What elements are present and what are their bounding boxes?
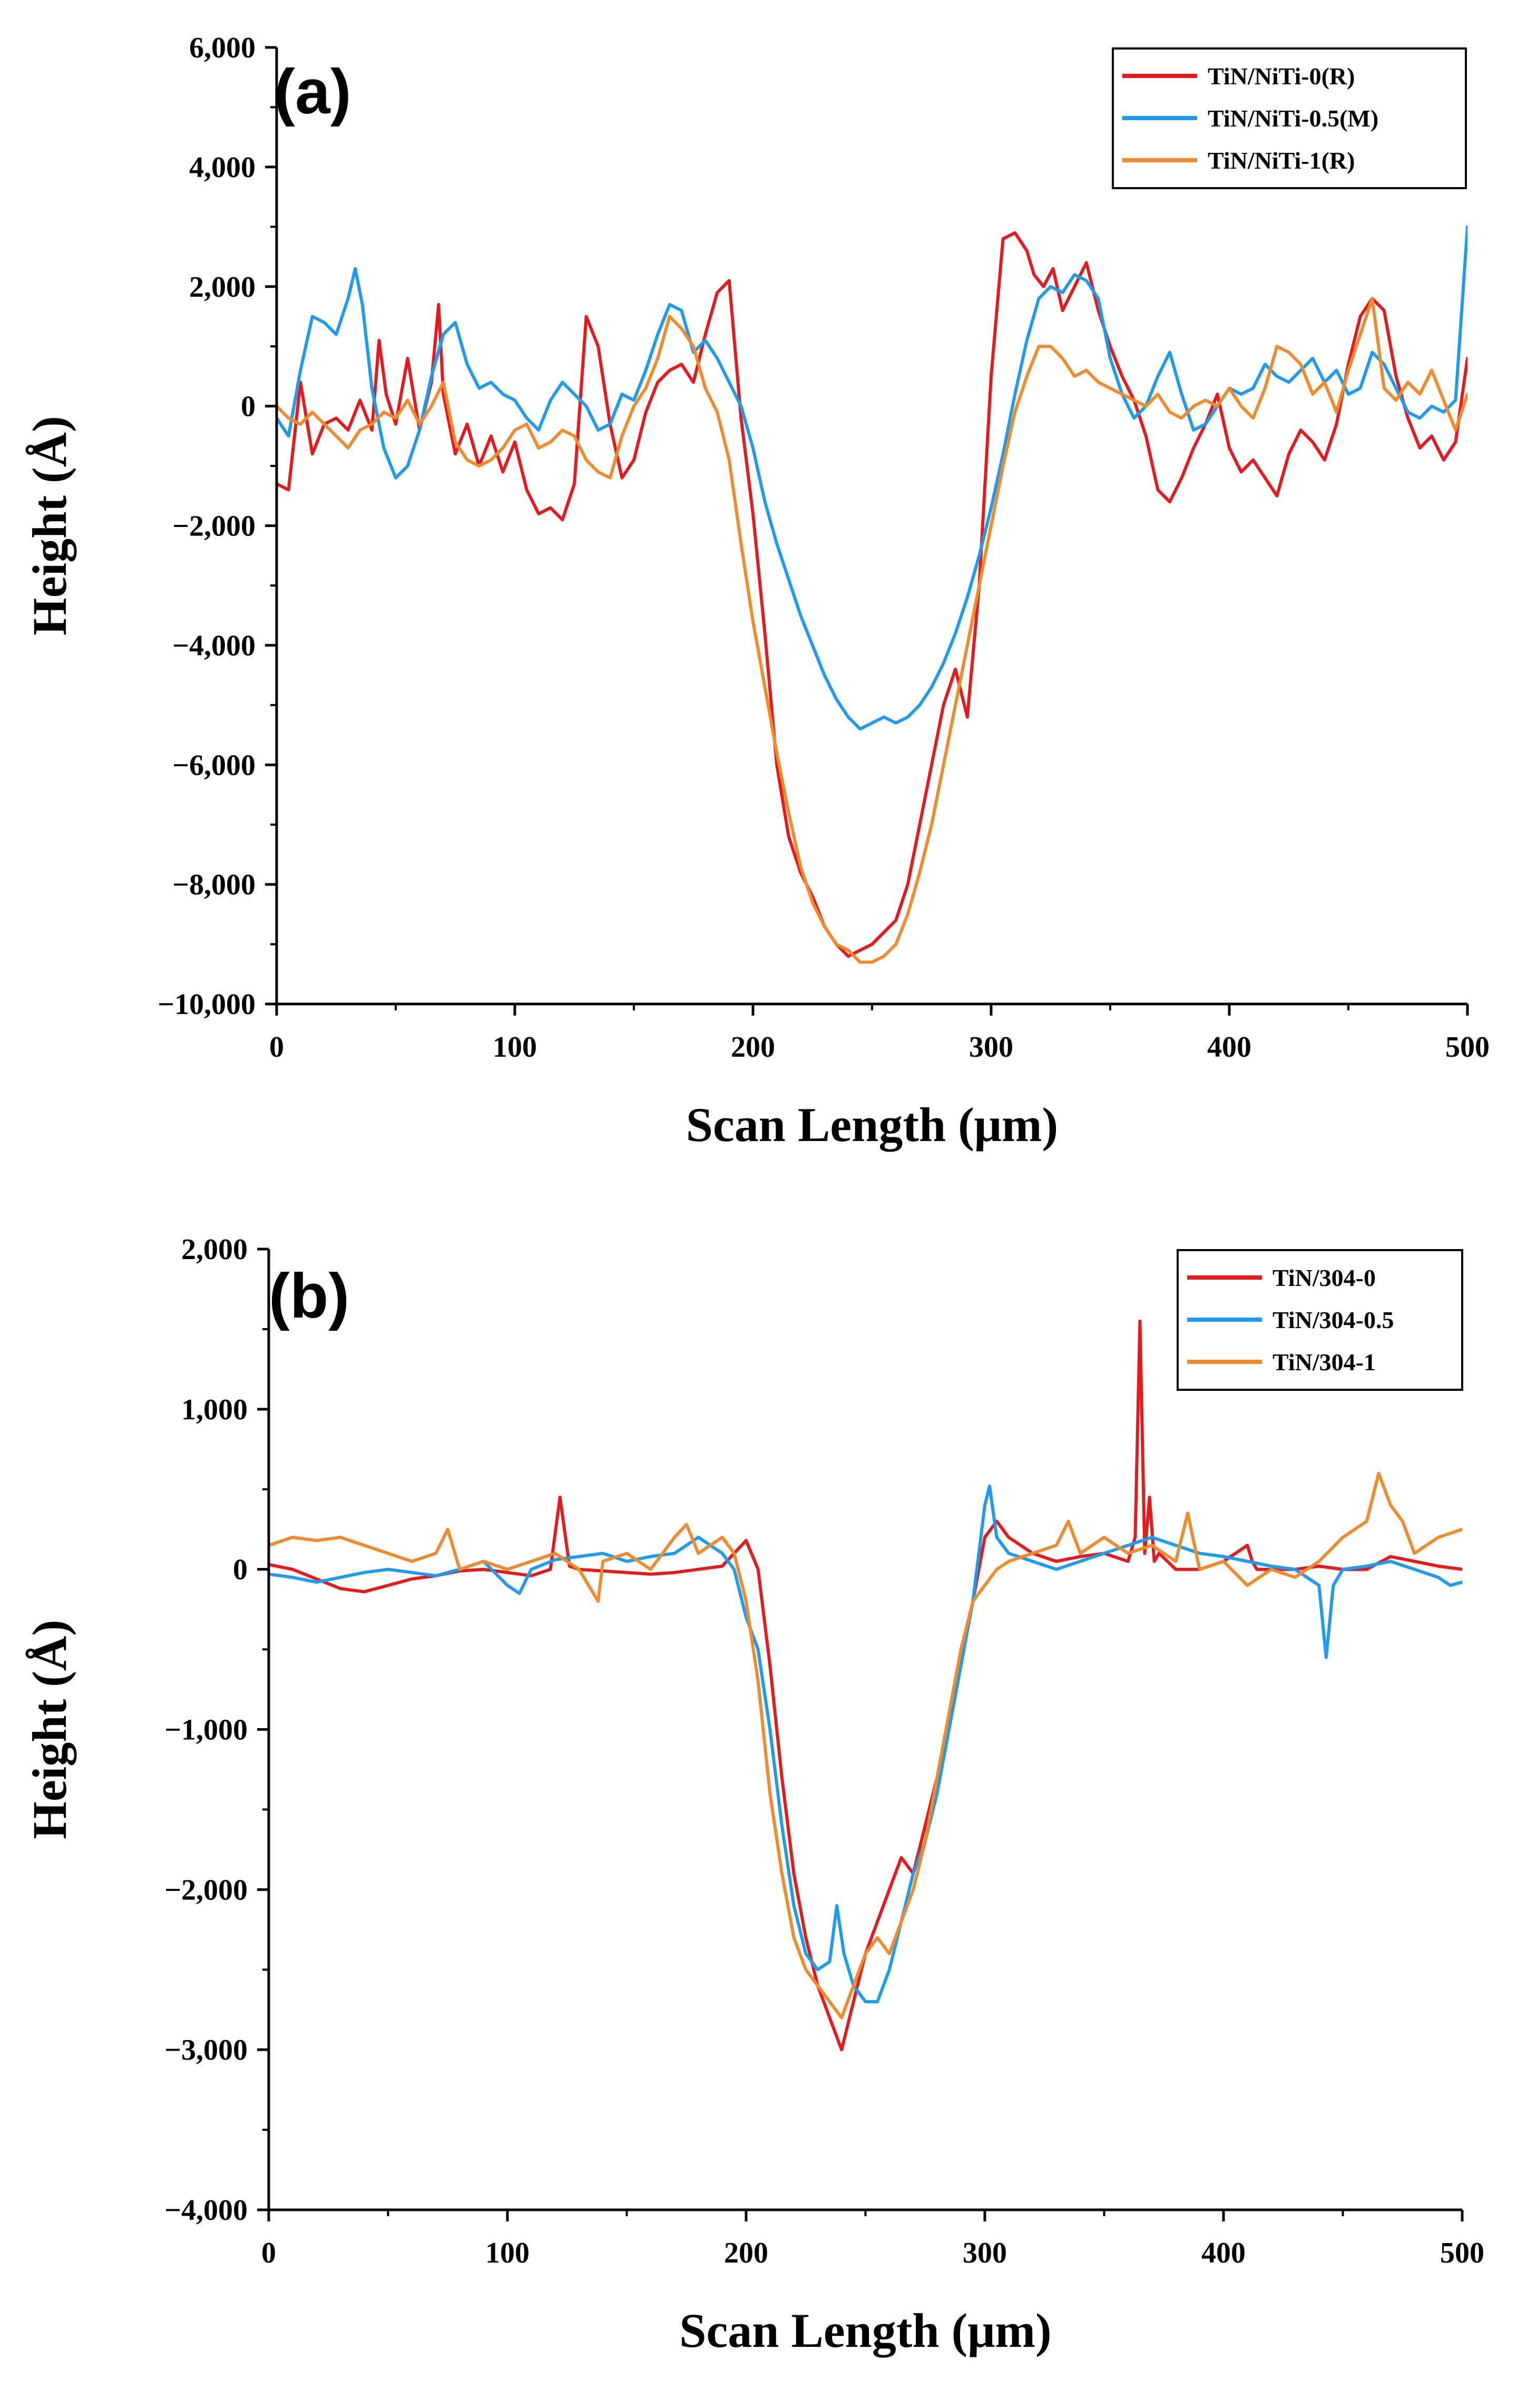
x-tick-label: 400 <box>1201 2237 1246 2269</box>
y-tick-label: −2,000 <box>172 510 256 543</box>
series-line-TiN/304-0 <box>269 1319 1462 2052</box>
y-tick-label: −1,000 <box>164 1714 248 1747</box>
y-tick-label: 6,000 <box>189 32 256 64</box>
y-tick-label: 0 <box>233 1554 248 1586</box>
chart-panel-a: 0 100 200 300 400 500 −10,000 −8,000 −6,000 −4,00… <box>23 32 1490 1152</box>
x-tick-label: 300 <box>969 1031 1013 1064</box>
x-tick-label: 0 <box>269 1031 284 1064</box>
legend-label: TiN/304-1 <box>1272 1349 1376 1376</box>
y-tick-label: −6,000 <box>172 749 256 782</box>
y-tick-label: 2,000 <box>181 1233 248 1266</box>
x-tick-label: 100 <box>493 1031 537 1064</box>
y-tick-label: −10,000 <box>158 988 256 1021</box>
x-tick-label: 200 <box>731 1031 775 1064</box>
legend: TiN/NiTi-0(R) TiN/NiTi-0.5(M) TiN/NiTi-1(R… <box>1112 47 1467 189</box>
y-tick-label: −4,000 <box>164 2194 248 2227</box>
panel-label: (a) <box>274 56 351 127</box>
y-tick-label: −3,000 <box>164 2034 248 2066</box>
series-group <box>269 1319 1462 2052</box>
y-tick-label: 0 <box>241 391 256 423</box>
legend-label: TiN/NiTi-0.5(M) <box>1208 105 1378 132</box>
y-axis-title: Height (Å) <box>23 416 76 635</box>
y-tick-label: −4,000 <box>172 629 256 662</box>
y-tick-label: −2,000 <box>164 1874 248 1906</box>
x-tick-label: 0 <box>261 2237 276 2269</box>
y-tick-label: 4,000 <box>189 151 256 184</box>
y-axis-title: Height (Å) <box>23 1620 76 1839</box>
series-line-TiN/304-0.5 <box>269 1484 1462 2003</box>
x-tick-label: 100 <box>485 2237 530 2269</box>
x-axis-title: Scan Length (μm) <box>679 2304 1051 2357</box>
x-tick-label: 400 <box>1207 1031 1251 1064</box>
legend-label: TiN/304-0.5 <box>1272 1307 1394 1333</box>
series-group <box>277 225 1467 964</box>
series-line-TiN/304-1 <box>269 1471 1462 2020</box>
series-line-TiN/NiTi-1(R) <box>277 297 1467 964</box>
x-tick-label: 300 <box>963 2237 1007 2269</box>
series-line-TiN/NiTi-0.5(M) <box>277 225 1467 731</box>
y-tick-label: 2,000 <box>189 271 256 304</box>
panel-label: (b) <box>269 1261 349 1331</box>
legend-label: TiN/304-0 <box>1272 1264 1376 1291</box>
chart-panel-b: 0 100 200 300 400 500 −4,000 −3,000 −2,000 −1,000… <box>23 1233 1484 2357</box>
series-line-TiN/NiTi-0(R) <box>277 231 1467 958</box>
legend-label: TiN/NiTi-1(R) <box>1208 147 1355 174</box>
x-tick-label: 200 <box>724 2237 768 2269</box>
legend: TiN/304-0 TiN/304-0.5 TiN/304-1 <box>1177 1249 1463 1391</box>
y-tick-label: 1,000 <box>181 1393 248 1426</box>
legend-label: TiN/NiTi-0(R) <box>1208 63 1355 90</box>
x-tick-label: 500 <box>1440 2237 1484 2269</box>
y-tick-label: −8,000 <box>172 869 256 901</box>
x-tick-label: 500 <box>1445 1031 1490 1064</box>
x-axis-title: Scan Length (μm) <box>686 1098 1058 1152</box>
